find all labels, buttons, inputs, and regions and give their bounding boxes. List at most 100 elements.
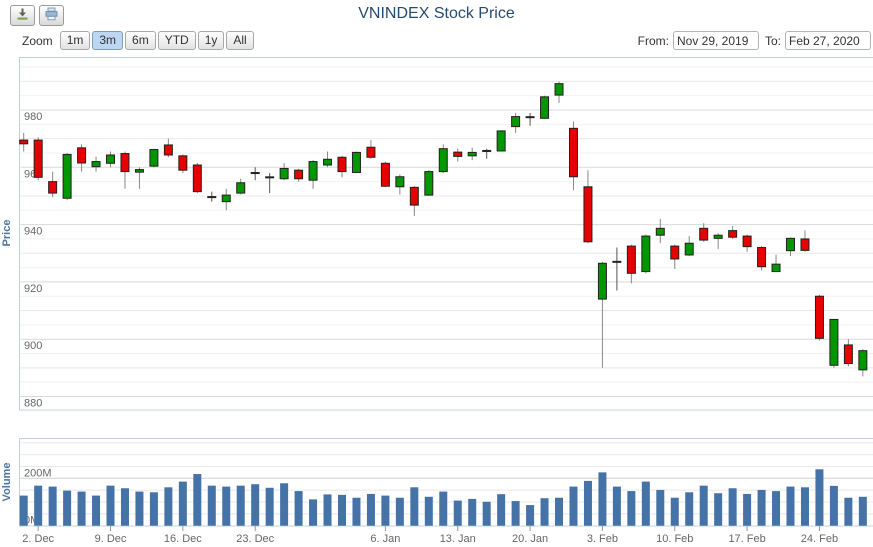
candle[interactable] (33, 139, 43, 178)
candle[interactable] (438, 148, 448, 173)
volume-bar[interactable] (222, 486, 231, 526)
volume-bar[interactable] (207, 485, 216, 526)
volume-bar[interactable] (77, 491, 86, 526)
volume-bar[interactable] (453, 500, 462, 526)
volume-bar[interactable] (34, 485, 43, 526)
candle[interactable] (496, 130, 506, 152)
candle[interactable] (757, 247, 767, 268)
volume-bar[interactable] (323, 494, 332, 526)
volume-bar[interactable] (106, 485, 115, 526)
candle[interactable] (511, 116, 521, 128)
candle[interactable] (236, 182, 246, 194)
volume-bar[interactable] (337, 494, 346, 526)
candle[interactable] (163, 144, 173, 156)
volume-bar[interactable] (48, 486, 57, 526)
candle[interactable] (829, 318, 839, 366)
volume-bar[interactable] (497, 494, 506, 526)
candle[interactable] (192, 164, 202, 193)
range-button-all[interactable]: All (226, 31, 254, 50)
candle[interactable] (366, 146, 376, 158)
candle[interactable] (699, 227, 709, 241)
candle[interactable] (626, 245, 636, 274)
volume-bar[interactable] (193, 474, 202, 526)
volume-bar[interactable] (19, 495, 28, 526)
volume-bar[interactable] (251, 484, 260, 526)
candle[interactable] (294, 169, 304, 180)
volume-bar[interactable] (511, 501, 520, 526)
range-button-1y[interactable]: 1y (197, 31, 225, 50)
volume-bar[interactable] (540, 498, 549, 526)
volume-bar[interactable] (612, 486, 621, 526)
candle[interactable] (684, 242, 694, 256)
candle[interactable] (221, 194, 231, 203)
candle[interactable] (250, 172, 260, 175)
candle[interactable] (424, 171, 434, 196)
candle[interactable] (554, 83, 564, 96)
candle[interactable] (409, 186, 419, 206)
candle[interactable] (583, 186, 593, 243)
volume-bar[interactable] (526, 505, 535, 526)
candle[interactable] (670, 245, 680, 260)
volume-bar[interactable] (714, 493, 723, 526)
volume-bar[interactable] (468, 498, 477, 526)
candle[interactable] (120, 153, 130, 173)
candle[interactable] (568, 127, 578, 178)
volume-bar[interactable] (424, 496, 433, 526)
volume-bar[interactable] (772, 491, 781, 526)
volume-bar[interactable] (352, 497, 361, 526)
volume-bar[interactable] (829, 485, 838, 526)
volume-bar[interactable] (743, 493, 752, 526)
candle[interactable] (106, 154, 116, 164)
volume-bar[interactable] (786, 486, 795, 526)
candle[interactable] (540, 96, 550, 119)
candle[interactable] (395, 176, 405, 188)
volume-bar[interactable] (366, 493, 375, 526)
candle[interactable] (149, 149, 159, 167)
candle[interactable] (597, 262, 607, 300)
volume-bar[interactable] (598, 472, 607, 526)
candle[interactable] (380, 162, 390, 187)
volume-bar[interactable] (265, 487, 274, 526)
candle[interactable] (814, 295, 824, 339)
volume-bar[interactable] (178, 481, 187, 526)
candle[interactable] (178, 155, 188, 171)
volume-bar[interactable] (294, 491, 303, 526)
volume-bar[interactable] (63, 490, 72, 526)
candle[interactable] (19, 139, 29, 145)
volume-bar[interactable] (670, 497, 679, 526)
candle[interactable] (279, 167, 289, 180)
volume-bar[interactable] (555, 497, 564, 526)
volume-bar[interactable] (381, 495, 390, 526)
candle[interactable] (771, 263, 781, 273)
candle[interactable] (612, 260, 622, 263)
volume-bar[interactable] (641, 481, 650, 526)
candle[interactable] (728, 230, 738, 238)
volume-bar[interactable] (92, 495, 101, 526)
volume-bar[interactable] (757, 489, 766, 526)
candle[interactable] (323, 158, 333, 166)
candle[interactable] (207, 196, 217, 199)
from-date-input[interactable] (672, 31, 759, 50)
volume-bar[interactable] (627, 491, 636, 526)
candle[interactable] (713, 234, 723, 239)
volume-bar[interactable] (815, 469, 824, 526)
candle[interactable] (641, 235, 651, 273)
range-button-ytd[interactable]: YTD (157, 31, 196, 50)
candle[interactable] (265, 176, 275, 179)
candle[interactable] (858, 350, 868, 371)
candle[interactable] (91, 161, 101, 168)
candle[interactable] (351, 151, 361, 173)
candle[interactable] (800, 238, 810, 251)
to-date-input[interactable] (785, 31, 871, 50)
candle[interactable] (77, 147, 87, 164)
volume-bar[interactable] (135, 491, 144, 526)
candle[interactable] (134, 169, 144, 173)
candle[interactable] (525, 116, 535, 119)
volume-bar[interactable] (844, 497, 853, 526)
range-button-6m[interactable]: 6m (125, 31, 156, 50)
volume-bar[interactable] (236, 485, 245, 526)
volume-bar[interactable] (858, 496, 867, 526)
volume-bar[interactable] (482, 501, 491, 526)
candle[interactable] (308, 161, 318, 181)
candle[interactable] (337, 156, 347, 173)
